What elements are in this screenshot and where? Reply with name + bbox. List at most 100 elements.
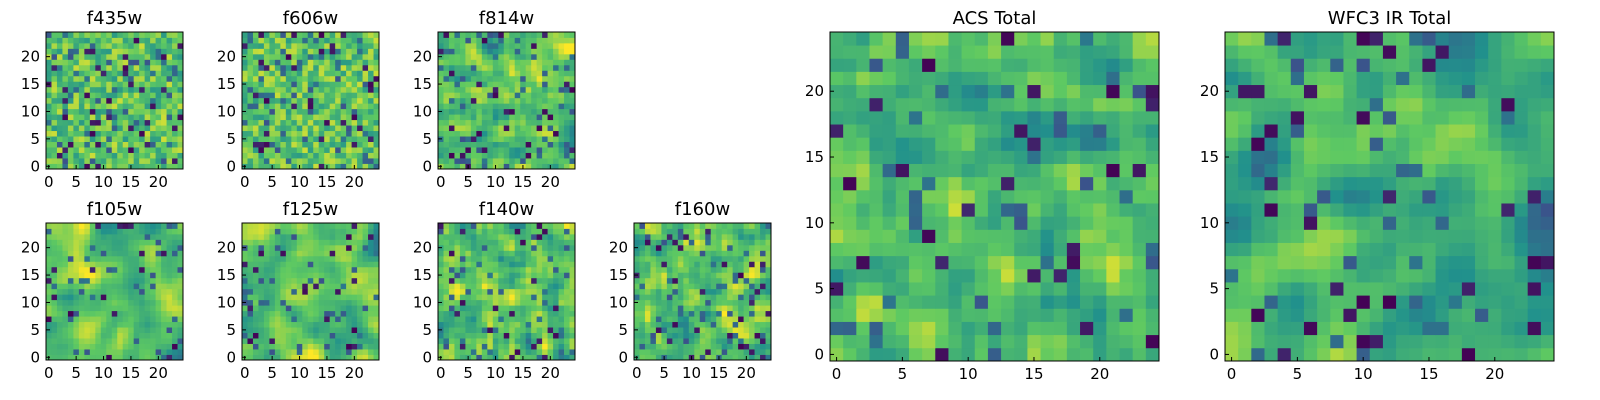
heatmap-cell [688, 305, 695, 312]
heatmap-cell [525, 321, 532, 328]
heatmap-cell [177, 70, 184, 77]
heatmap-cell [280, 53, 287, 60]
heatmap-cell [459, 97, 466, 104]
heatmap-cell [373, 97, 380, 104]
heatmap-cell [760, 343, 766, 350]
heatmap-cell [263, 299, 270, 306]
heatmap-cell [274, 158, 281, 164]
heatmap-cell [569, 332, 576, 339]
heatmap-cell [362, 261, 369, 268]
heatmap-cell [465, 321, 472, 328]
heatmap-cell [935, 216, 949, 230]
heatmap-cell [139, 42, 146, 49]
heatmap-cell [542, 327, 548, 333]
heatmap-cell [324, 130, 331, 137]
heatmap-cell [1001, 203, 1015, 217]
heatmap-cell [705, 233, 712, 240]
heatmap-cell [313, 42, 320, 49]
heatmap-cell [247, 81, 254, 88]
heatmap-cell [313, 244, 320, 251]
heatmap-cell [111, 261, 118, 268]
heatmap-cell [542, 163, 548, 170]
heatmap-cell [302, 233, 309, 240]
heatmap-cell [177, 343, 184, 350]
heatmap-cell [302, 86, 309, 93]
heatmap-cell [470, 244, 477, 251]
heatmap-cell [155, 37, 162, 44]
heatmap-cell [285, 59, 292, 66]
heatmap-cell [172, 354, 178, 361]
heatmap-cell [710, 294, 717, 301]
heatmap-cell [155, 305, 162, 312]
heatmap-cell [56, 119, 63, 126]
heatmap-cell [688, 261, 695, 268]
heatmap-cell [296, 349, 303, 355]
heatmap-cell [553, 125, 559, 132]
heatmap-cell [155, 343, 162, 350]
heatmap-cell [503, 59, 510, 66]
heatmap-cell [732, 327, 739, 333]
heatmap-cell [525, 125, 532, 132]
heatmap-cell [111, 125, 118, 132]
heatmap-cell [732, 294, 739, 301]
heatmap-cell [553, 261, 559, 268]
heatmap-cell [520, 53, 527, 60]
heatmap-cell [688, 332, 695, 339]
heatmap-cell [1053, 308, 1068, 322]
heatmap-cell [732, 250, 739, 257]
x-tick-label: 10 [486, 173, 505, 191]
heatmap-cell [161, 114, 167, 121]
heatmap-cell [459, 48, 466, 55]
heatmap-cell [161, 288, 167, 295]
heatmap-cell [161, 119, 167, 126]
heatmap-cell [569, 86, 576, 93]
heatmap-cell [438, 266, 444, 273]
heatmap-cell [318, 92, 325, 99]
heatmap-cell [1145, 216, 1160, 230]
heatmap-cell [155, 288, 162, 295]
heatmap-cell [362, 294, 369, 301]
heatmap-cell [161, 233, 167, 240]
heatmap-cell [1093, 216, 1107, 230]
heatmap-cell [487, 42, 494, 49]
heatmap-cell [78, 283, 85, 290]
heatmap-cell [443, 283, 450, 290]
heatmap-cell [443, 108, 450, 115]
heatmap-cell [470, 147, 477, 153]
heatmap-cell [73, 75, 80, 82]
y-tick-label: 10 [21, 293, 40, 311]
heatmap-cell [62, 59, 69, 66]
panel-f105w: f105w 0 5 10 15 20 0 5 10 15 20 [0, 197, 191, 386]
heatmap-cell [263, 277, 270, 284]
heatmap-cell [318, 152, 325, 159]
heatmap-cell [67, 130, 74, 137]
heatmap-cell [362, 152, 369, 159]
heatmap-cell [705, 239, 712, 246]
heatmap-cell [448, 244, 455, 251]
heatmap-cell [307, 266, 314, 273]
heatmap-cell [672, 327, 679, 333]
heatmap-cell [280, 321, 287, 328]
heatmap-cell [677, 277, 684, 284]
heatmap-cell [318, 147, 325, 153]
heatmap-cell [329, 305, 336, 312]
heatmap-cell [655, 327, 662, 333]
heatmap-cell [252, 48, 259, 55]
heatmap-cell [329, 32, 336, 38]
heatmap-cell [296, 114, 303, 121]
heatmap-cell [252, 136, 259, 142]
x-tick-label: 20 [149, 364, 168, 382]
heatmap-cell [547, 141, 554, 148]
heatmap-cell [51, 310, 58, 317]
heatmap-cell [368, 288, 374, 295]
heatmap-cell [56, 327, 63, 333]
heatmap-cell [362, 32, 369, 38]
heatmap-cell [454, 92, 461, 99]
heatmap-cell [569, 136, 576, 142]
heatmap-cell [481, 163, 488, 170]
heatmap-cell [302, 70, 309, 77]
heatmap-cell [291, 239, 298, 246]
heatmap-cell [263, 103, 270, 110]
heatmap-cell [258, 92, 265, 99]
heatmap-cell [525, 75, 532, 82]
